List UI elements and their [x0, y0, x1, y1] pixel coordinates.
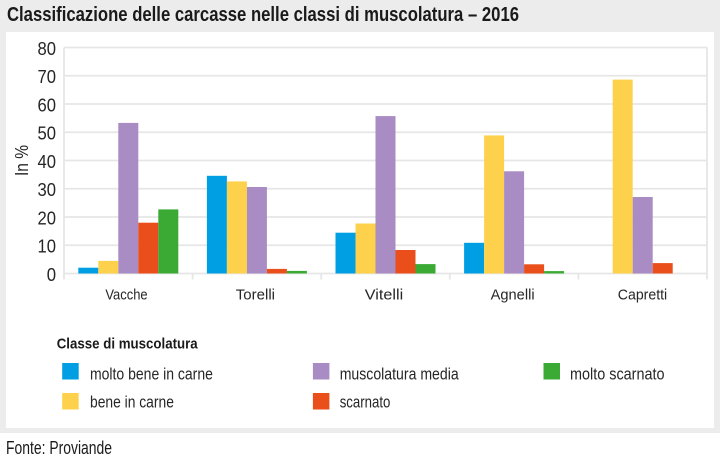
svg-text:In %: In % — [12, 145, 32, 176]
svg-text:molto bene in carne: molto bene in carne — [90, 364, 213, 383]
svg-text:Classe di muscolatura: Classe di muscolatura — [57, 336, 199, 353]
svg-text:Vitelli: Vitelli — [365, 287, 403, 304]
svg-text:30: 30 — [38, 180, 57, 200]
svg-text:scarnato: scarnato — [340, 392, 391, 411]
svg-text:Classificazione delle carcasse: Classificazione delle carcasse nelle cla… — [7, 4, 519, 26]
svg-text:80: 80 — [38, 39, 57, 59]
svg-text:Capretti: Capretti — [618, 287, 667, 304]
svg-text:molto scarnato: molto scarnato — [570, 364, 665, 383]
svg-text:bene in carne: bene in carne — [90, 392, 174, 411]
svg-text:60: 60 — [38, 95, 57, 115]
svg-text:muscolatura media: muscolatura media — [340, 364, 459, 383]
svg-text:20: 20 — [38, 208, 57, 228]
svg-text:0: 0 — [47, 265, 56, 285]
svg-text:50: 50 — [38, 124, 57, 144]
svg-text:70: 70 — [38, 67, 57, 87]
svg-text:40: 40 — [38, 152, 57, 172]
svg-text:Vacche: Vacche — [105, 287, 147, 304]
svg-text:Agnelli: Agnelli — [491, 287, 535, 304]
svg-text:Torelli: Torelli — [236, 287, 275, 304]
svg-text:Fonte: Proviande: Fonte: Proviande — [6, 438, 112, 458]
svg-text:10: 10 — [38, 237, 57, 257]
